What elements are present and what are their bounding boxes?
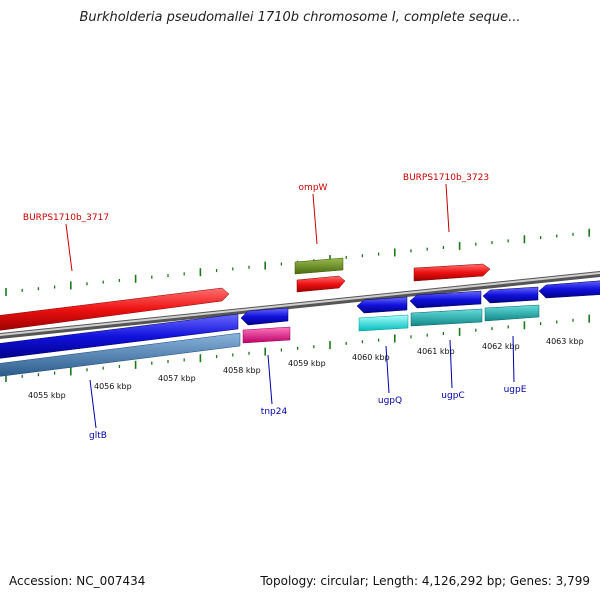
feature-gltb-steel[interactable] (0, 332, 241, 377)
gene-label-burps3717[interactable]: BURPS1710b_3717 (23, 213, 109, 223)
leader-burps3717 (65, 223, 73, 272)
leader-ugpc (449, 339, 453, 389)
leader-lines (65, 183, 515, 429)
kbp-label: 4061 kbp (417, 347, 455, 356)
feature-boxes (0, 304, 540, 377)
map-title: Burkholderia pseudomallei 1710b chromoso… (79, 10, 521, 25)
gene-label-ugpe[interactable]: ugpE (504, 385, 527, 395)
cds-arrow-ugpc[interactable] (409, 290, 482, 309)
kbp-label: 4062 kbp (482, 342, 520, 351)
kbp-label: 4059 kbp (288, 359, 326, 368)
feature-ugpc-teal[interactable] (410, 308, 483, 327)
leader-tnp24 (267, 354, 273, 405)
gene-labels: BURPS1710b_3717 ompW BURPS1710b_3723 glt… (23, 173, 527, 441)
kbp-label: 4058 kbp (223, 366, 261, 375)
cds-arrow-ompw[interactable] (296, 275, 346, 293)
forward-features (0, 257, 491, 331)
backbone-highlight (0, 272, 600, 336)
kbp-label: 4056 kbp (94, 382, 132, 391)
feature-ugpq-cyan[interactable] (358, 314, 409, 332)
cds-arrow-tnp24[interactable] (240, 307, 289, 326)
kbp-label: 4063 kbp (546, 337, 584, 346)
kbp-label: 4057 kbp (158, 374, 196, 383)
feature-ompw-olive[interactable] (294, 257, 344, 275)
cds-arrow-ugpe[interactable] (482, 286, 539, 304)
leader-burps3723 (445, 183, 450, 233)
kbp-labels: 4055 kbp 4056 kbp 4057 kbp 4058 kbp 4059… (28, 337, 584, 400)
gene-label-gltb[interactable]: gltB (89, 431, 107, 441)
leader-ugpe (512, 335, 515, 383)
leader-ugpq (385, 345, 390, 394)
cds-arrow-ugpq[interactable] (356, 296, 408, 314)
accession-text: Accession: NC_007434 (9, 574, 146, 588)
cds-arrow-burps3717[interactable] (0, 287, 230, 331)
cds-arrow-next[interactable] (538, 280, 600, 299)
gene-label-ompw[interactable]: ompW (299, 183, 328, 193)
feature-tnp24-magenta[interactable] (242, 326, 291, 344)
gene-label-tnp24[interactable]: tnp24 (261, 407, 288, 417)
kbp-label: 4060 kbp (352, 353, 390, 362)
gene-label-ugpq[interactable]: ugpQ (378, 396, 402, 406)
leader-ompw (312, 193, 318, 245)
leader-gltb (89, 379, 97, 429)
cds-arrow-gltb[interactable] (0, 313, 239, 359)
reverse-features (0, 280, 600, 359)
feature-ugpe-teal[interactable] (484, 304, 540, 322)
cds-arrow-burps3723[interactable] (413, 263, 491, 282)
genome-summary-text: Topology: circular; Length: 4,126,292 bp… (260, 574, 590, 588)
gene-label-burps3723[interactable]: BURPS1710b_3723 (403, 173, 489, 183)
kbp-label: 4055 kbp (28, 391, 66, 400)
gene-label-ugpc[interactable]: ugpC (441, 391, 464, 401)
